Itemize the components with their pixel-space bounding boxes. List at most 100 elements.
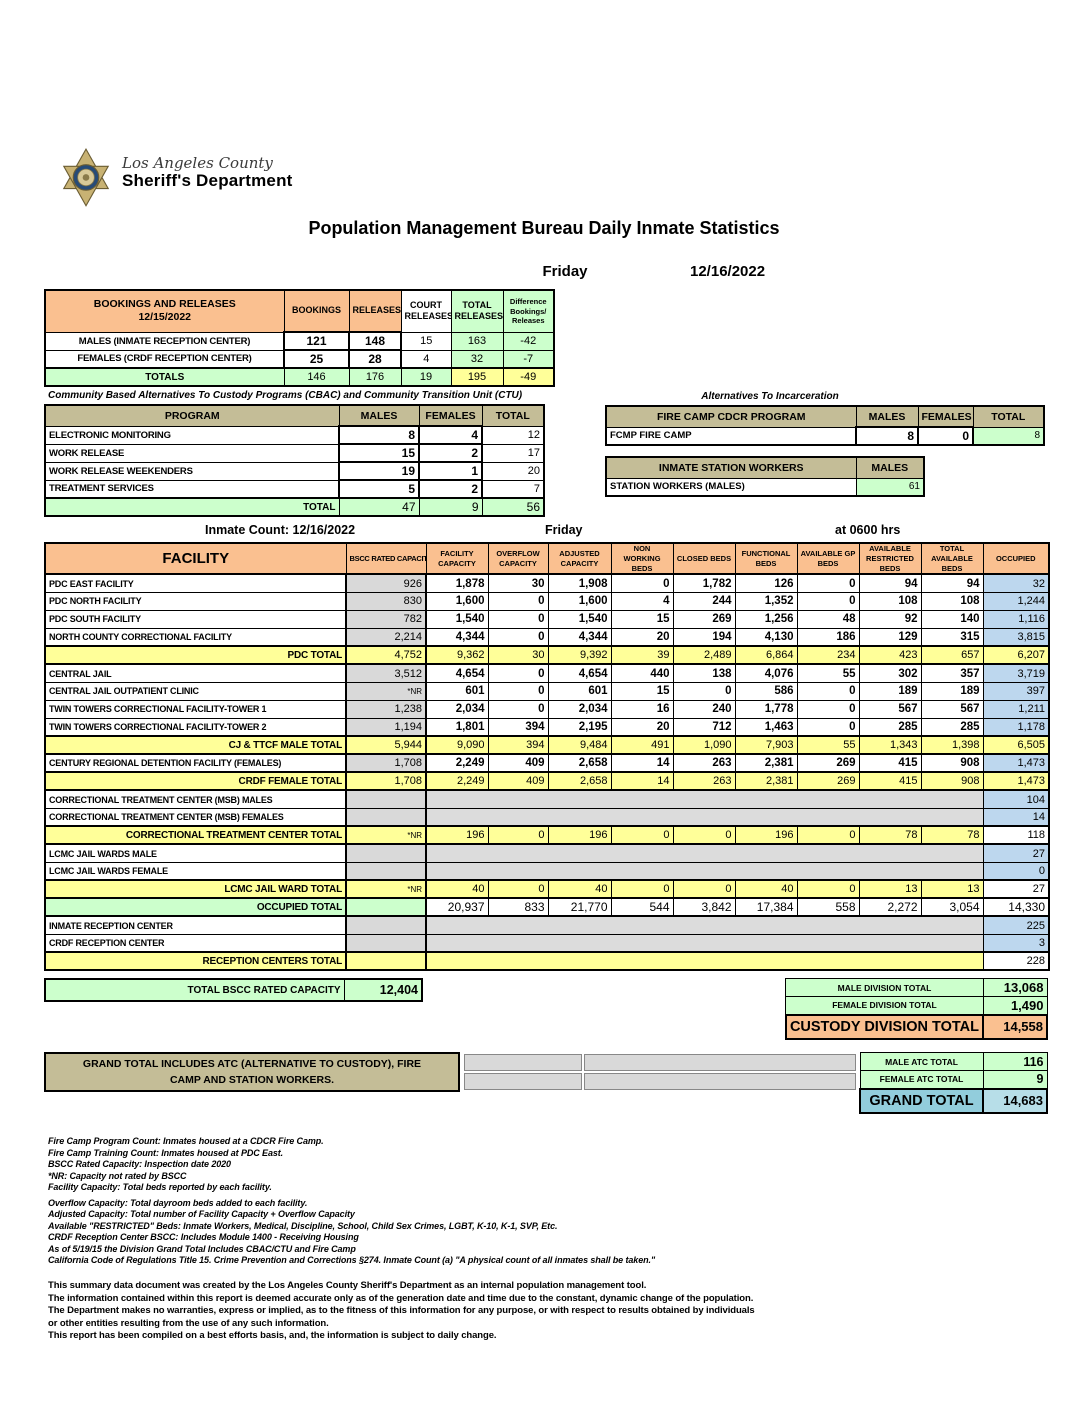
bed-value: 244 [672, 591, 736, 611]
summary-section: TOTAL BSCC RATED CAPACITY 12,404 MALE DI… [44, 978, 1048, 1048]
page-title: Population Management Bureau Daily Inmat… [308, 218, 780, 238]
count-row: CENTRAL JAIL 3,512 4,654 0 4,654 440 138 4,076 5… [44, 663, 1050, 683]
bscc-value: 1,708 [345, 753, 427, 773]
bed-value: 908 [920, 753, 984, 773]
facility-label: LCMC JAIL WARDS MALE [44, 843, 347, 863]
bed-value: 1,908 [547, 573, 612, 593]
col-facility-capacity: FACILITY CAPACITY [425, 542, 489, 576]
bed-value: 2,658 [547, 753, 612, 773]
count-row: INMATE RECEPTION CENTER 225 [44, 915, 1050, 935]
female-atc-row: FEMALE ATC TOTAL 9 [859, 1070, 1048, 1089]
footnote-line: California Code of Regulations Title 15.… [48, 1255, 656, 1265]
total-value: 17 [481, 443, 545, 463]
bed-value: 40 [547, 879, 612, 900]
bookings-releases-table: BOOKINGS AND RELEASES 12/15/2022 BOOKING… [44, 289, 555, 387]
count-row: CENTRAL JAIL OUTPATIENT CLINIC *NR 601 0 601… [44, 681, 1050, 701]
males-value: 5 [338, 479, 420, 499]
col-overflow-capacity: OVERFLOW CAPACITY [487, 542, 549, 576]
bed-value: 0 [487, 879, 549, 900]
occupied-value: 1,178 [982, 717, 1050, 737]
logo-text: Los Angeles County Sheriff's Department [122, 155, 293, 190]
span-cell [425, 807, 984, 827]
bed-value: 9,484 [547, 735, 612, 756]
bscc-cell [345, 861, 427, 881]
releases-total: 176 [348, 367, 402, 387]
bed-value: 2,381 [734, 771, 798, 792]
spacer [779, 979, 786, 997]
occupied-value: 6,505 [982, 735, 1050, 756]
facility-label: PDC EAST FACILITY [44, 573, 347, 593]
bed-value: 0 [796, 573, 860, 593]
males-value: 15 [338, 443, 420, 463]
bed-value: 0 [487, 681, 549, 701]
bed-value: 1,343 [858, 735, 922, 756]
bed-value: 16 [610, 699, 674, 719]
col-facility: FACILITY [44, 542, 347, 576]
bed-value: 14 [610, 771, 674, 792]
span-cell [425, 861, 984, 881]
col-adjusted-capacity: ADJUSTED CAPACITY [547, 542, 612, 576]
count-row: NORTH COUNTY CORRECTIONAL FACILITY 2,214 4… [44, 627, 1050, 647]
col-total-releases: TOTAL RELEASES [450, 289, 504, 333]
bed-value: 0 [672, 825, 736, 846]
span-cell [425, 843, 984, 863]
bed-value: 712 [672, 717, 736, 737]
bscc-value: 1,194 [345, 717, 427, 737]
bed-value: 0 [672, 681, 736, 701]
col-court-releases: COURT RELEASES [400, 289, 452, 333]
facility-label: CENTRAL JAIL [44, 663, 347, 683]
gray-bar [584, 1073, 856, 1090]
col-total-available-beds: TOTAL AVAILABLE BEDS [920, 542, 984, 576]
cbac-row: TREATMENT SERVICES 5 2 7 [44, 479, 545, 499]
bed-value: 4 [610, 591, 674, 611]
bookings-value: 121 [283, 331, 350, 351]
bed-value: 567 [858, 699, 922, 719]
count-row: CRDF FEMALE TOTAL 1,708 2,249 409 2,658 14 263… [44, 771, 1050, 792]
report-day: Friday [542, 263, 588, 280]
bscc-cell [345, 915, 427, 935]
bscc-value: 1,708 [345, 771, 427, 792]
bscc-cell [345, 789, 427, 809]
count-row: CORRECTIONAL TREATMENT CENTER (MSB) FEMA… [44, 807, 1050, 827]
occupied-value: 14 [982, 807, 1050, 827]
female-atc-label: FEMALE ATC TOTAL [859, 1070, 984, 1089]
bookings-title-cell: BOOKINGS AND RELEASES 12/15/2022 [44, 289, 285, 333]
cbac-row: ELECTRONIC MONITORING 8 4 12 [44, 425, 545, 445]
count-row: RECEPTION CENTERS TOTAL 228 [44, 951, 1050, 971]
col-inmate-station-workers: INMATE STATION WORKERS [605, 456, 857, 479]
col-functional-beds: FUNCTIONAL BEDS [734, 542, 798, 576]
footnote-line: CRDF Reception Center BSCC: Includes Mod… [48, 1232, 359, 1242]
count-row: CENTURY REGIONAL DETENTION FACILITY (FEM… [44, 753, 1050, 773]
facility-label: OCCUPIED TOTAL [44, 897, 347, 918]
total-value: 12 [481, 425, 545, 445]
fire-camp-table: FIRE CAMP CDCR PROGRAM MALES FEMALES TOT… [605, 405, 1045, 446]
fire-camp-total: 8 [972, 426, 1045, 446]
bookings-row: FEMALES (CRDF RECEPTION CENTER) 25 28 4 32 -7 [44, 349, 555, 369]
females-value: 1 [418, 461, 483, 481]
males-value: 19 [338, 461, 420, 481]
total-bscc-label: TOTAL BSCC RATED CAPACITY [44, 978, 345, 1002]
occupied-value: 1,473 [982, 753, 1050, 773]
count-row: OCCUPIED TOTAL 20,937 833 21,770 544 3,842 17,… [44, 897, 1050, 918]
col-non-working-beds: NON WORKING BEDS [610, 542, 674, 576]
female-division-value: 1,490 [982, 996, 1048, 1015]
bscc-value: 782 [345, 609, 427, 629]
bed-value: 1,801 [425, 717, 489, 737]
bed-value: 567 [920, 699, 984, 719]
bookings-total: 146 [283, 367, 350, 387]
bed-value: 0 [487, 609, 549, 629]
count-row: PDC EAST FACILITY 926 1,878 30 1,908 0 1,782 12… [44, 573, 1050, 593]
count-row: LCMC JAIL WARD TOTAL *NR 40 0 40 0 0 40 0 13 13 27 [44, 879, 1050, 900]
bookings-title: BOOKINGS AND RELEASES [93, 298, 236, 311]
facility-label: CORRECTIONAL TREATMENT CENTER TOTAL [44, 825, 347, 846]
bed-value: 4,130 [734, 627, 798, 647]
spacer [779, 997, 786, 1015]
facility-label: CRDF RECEPTION CENTER [44, 933, 347, 953]
releases-value: 148 [348, 331, 402, 351]
sheriffs-star-icon [62, 148, 110, 207]
count-row: LCMC JAIL WARDS MALE 27 [44, 843, 1050, 863]
bed-value: 9,362 [425, 645, 489, 666]
division-totals-table: MALE DIVISION TOTAL 13,068 FEMALE DIVISI… [779, 978, 1048, 1040]
males-value: 8 [338, 425, 420, 445]
bed-value: 2,195 [547, 717, 612, 737]
